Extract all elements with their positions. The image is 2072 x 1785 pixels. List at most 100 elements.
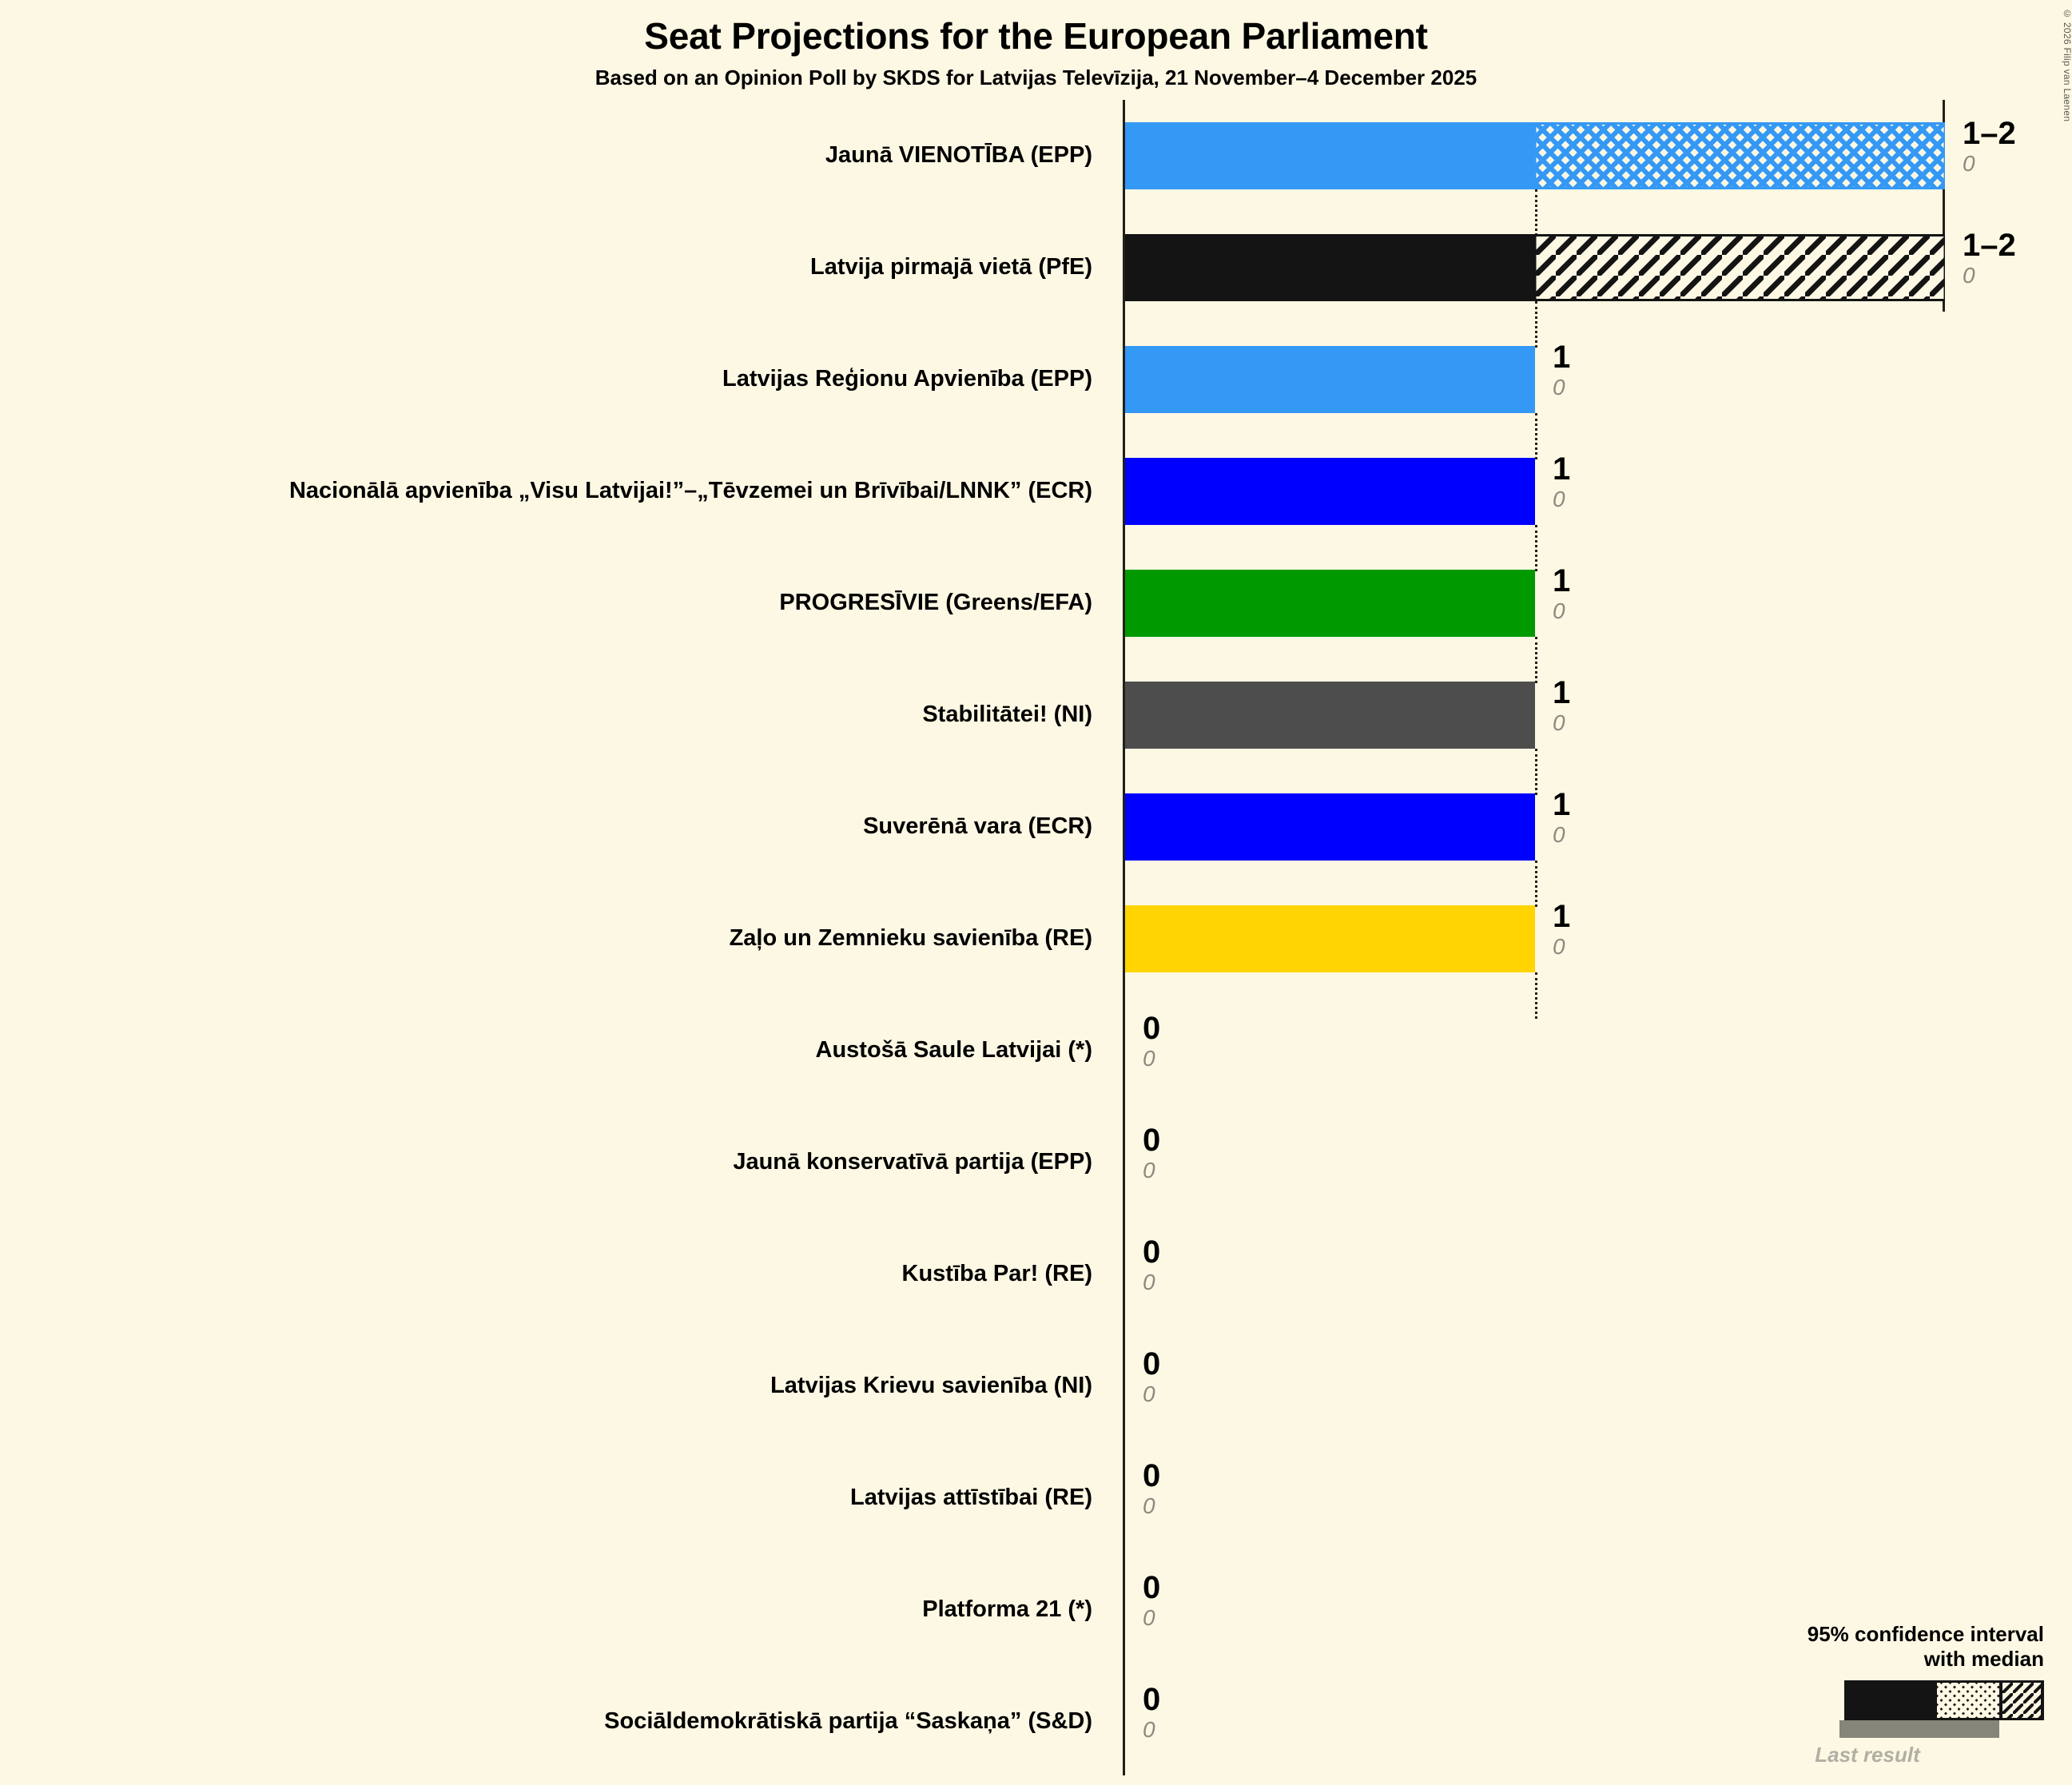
seat-value: 0	[1143, 1123, 1161, 1158]
bar-median-segment	[1125, 905, 1535, 972]
confidence-interval-bar	[1125, 346, 1535, 413]
party-label: Kustība Par! (RE)	[901, 1261, 1092, 1287]
bar-row: Jaunā VIENOTĪBA (EPP) 1–2 0	[0, 100, 2072, 236]
bar-row: Kustība Par! (RE) 0 0	[0, 1218, 2072, 1330]
confidence-interval-bar	[1125, 458, 1535, 525]
legend-sample-bars	[1708, 1680, 2044, 1739]
confidence-interval-bar	[1125, 905, 1535, 972]
legend-ci-line2: with median	[1923, 1647, 2044, 1672]
chart-subtitle: Based on an Opinion Poll by SKDS for Lat…	[595, 66, 1477, 89]
bar-median-segment	[1125, 346, 1535, 413]
copyright-notice: © 2026 Filip van Laenen	[2062, 8, 2072, 122]
last-result-value: 0	[1553, 710, 1565, 735]
median-gridline	[1535, 749, 1537, 795]
median-gridline	[1535, 525, 1537, 571]
confidence-interval-bar	[1125, 793, 1535, 861]
party-label: Zaļo un Zemnieku savienība (RE)	[729, 925, 1092, 952]
confidence-interval-bar	[1125, 570, 1535, 637]
party-label: Suverēnā vara (ECR)	[863, 813, 1092, 840]
last-result-value: 0	[1553, 933, 1565, 959]
confidence-interval-bar	[1125, 234, 1945, 301]
seat-value: 1	[1553, 340, 1571, 375]
party-label: Latvija pirmajā vietā (PfE)	[810, 254, 1092, 280]
last-result-value: 0	[1553, 374, 1565, 400]
bar-median-segment	[1125, 458, 1535, 525]
median-gridline	[1535, 301, 1537, 348]
legend-last-result-label: Last result	[1815, 1743, 1920, 1767]
last-result-value: 0	[1143, 1381, 1155, 1406]
bar-uncertainty-segment	[1535, 234, 1945, 301]
party-label: Jaunā konservatīvā partija (EPP)	[733, 1149, 1092, 1175]
bar-row: Zaļo un Zemnieku savienība (RE) 1 0	[0, 883, 2072, 1019]
bar-row: Sociāldemokrātiskā partija “Saskaņa” (S&…	[0, 1666, 2072, 1778]
last-result-value: 0	[1143, 1269, 1155, 1294]
seat-value: 0	[1143, 1682, 1161, 1717]
party-label: Platforma 21 (*)	[922, 1596, 1092, 1623]
bar-median-segment	[1125, 122, 1535, 189]
last-result-value: 0	[1143, 1045, 1155, 1071]
seat-value: 1–2	[1963, 228, 2016, 263]
seat-value: 1	[1553, 899, 1571, 934]
bar-row: Latvija pirmajā vietā (PfE) 1–2 0	[0, 212, 2072, 348]
legend-ci-line1: 95% confidence interval	[1807, 1621, 2044, 1646]
median-gridline	[1535, 413, 1537, 459]
bar-median-segment	[1125, 234, 1535, 301]
seat-value: 1	[1553, 451, 1571, 487]
bar-median-segment	[1125, 570, 1535, 637]
party-label: Sociāldemokrātiskā partija “Saskaņa” (S&…	[604, 1708, 1092, 1735]
seat-value: 0	[1143, 1346, 1161, 1381]
seat-value: 1	[1553, 563, 1571, 598]
median-gridline	[1535, 972, 1537, 1019]
legend-last-result-bar	[1839, 1720, 1999, 1738]
party-label: Nacionālā apvienība „Visu Latvijai!”–„Tē…	[288, 478, 1092, 504]
last-result-value: 0	[1553, 598, 1565, 623]
median-gridline	[1535, 189, 1537, 236]
party-label: Latvijas attīstībai (RE)	[850, 1485, 1092, 1511]
bar-row: Latvijas attīstībai (RE) 0 0	[0, 1442, 2072, 1554]
last-result-value: 0	[1963, 262, 1975, 288]
bar-row: Stabilitātei! (NI) 1 0	[0, 659, 2072, 795]
median-gridline	[1535, 637, 1537, 683]
bar-row: Suverēnā vara (ECR) 1 0	[0, 771, 2072, 907]
last-result-value: 0	[1143, 1604, 1155, 1630]
party-label: Austošā Saule Latvijai (*)	[815, 1037, 1093, 1063]
legend-diagonal-swatch	[2002, 1683, 2041, 1718]
party-label: Latvijas Reģionu Apvienība (EPP)	[722, 366, 1092, 392]
median-gridline	[1535, 861, 1537, 907]
last-result-value: 0	[1963, 150, 1975, 176]
seat-value: 0	[1143, 1570, 1161, 1605]
bar-row: Austošā Saule Latvijai (*) 0 0	[0, 995, 2072, 1107]
party-label: Latvijas Krievu savienība (NI)	[770, 1373, 1092, 1399]
legend-crosshatch-swatch	[1937, 1683, 1999, 1718]
chart-header: Seat Projections for the European Parlia…	[0, 0, 2072, 90]
party-label: Jaunā VIENOTĪBA (EPP)	[825, 142, 1092, 169]
bar-row: Jaunā konservatīvā partija (EPP) 0 0	[0, 1107, 2072, 1218]
last-result-value: 0	[1553, 821, 1565, 847]
bar-row: Latvijas Reģionu Apvienība (EPP) 1 0	[0, 324, 2072, 459]
party-label: Stabilitātei! (NI)	[922, 702, 1092, 728]
bar-row: Latvijas Krievu savienība (NI) 0 0	[0, 1330, 2072, 1442]
bar-row: PROGRESĪVIE (Greens/EFA) 1 0	[0, 547, 2072, 683]
seat-value: 1	[1553, 675, 1571, 710]
confidence-interval-bar	[1125, 682, 1535, 749]
seat-value: 0	[1143, 1234, 1161, 1270]
bar-row: Nacionālā apvienība „Visu Latvijai!”–„Tē…	[0, 435, 2072, 571]
last-result-value: 0	[1553, 486, 1565, 511]
seat-value: 0	[1143, 1011, 1161, 1046]
last-result-value: 0	[1143, 1157, 1155, 1183]
value-label-group: 1–2 0	[1963, 229, 2072, 287]
last-result-value: 0	[1143, 1493, 1155, 1518]
party-label: PROGRESĪVIE (Greens/EFA)	[779, 590, 1092, 616]
